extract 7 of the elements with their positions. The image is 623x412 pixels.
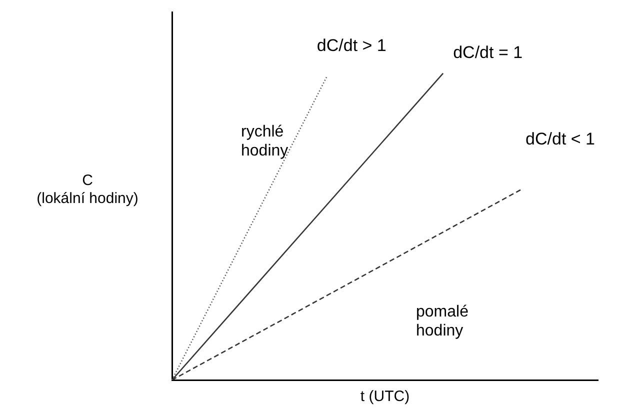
annotation: pomalé hodiny — [416, 303, 469, 340]
text: dC/dt < 1 — [526, 130, 596, 149]
series-label: dC/dt > 1 — [316, 36, 386, 56]
series-label: dC/dt = 1 — [453, 43, 523, 62]
x-axis-title: t (UTC) — [360, 388, 410, 406]
annotation: rychlé hodiny — [241, 123, 288, 160]
y-axis-title: C (lokální hodiny) — [36, 172, 140, 208]
